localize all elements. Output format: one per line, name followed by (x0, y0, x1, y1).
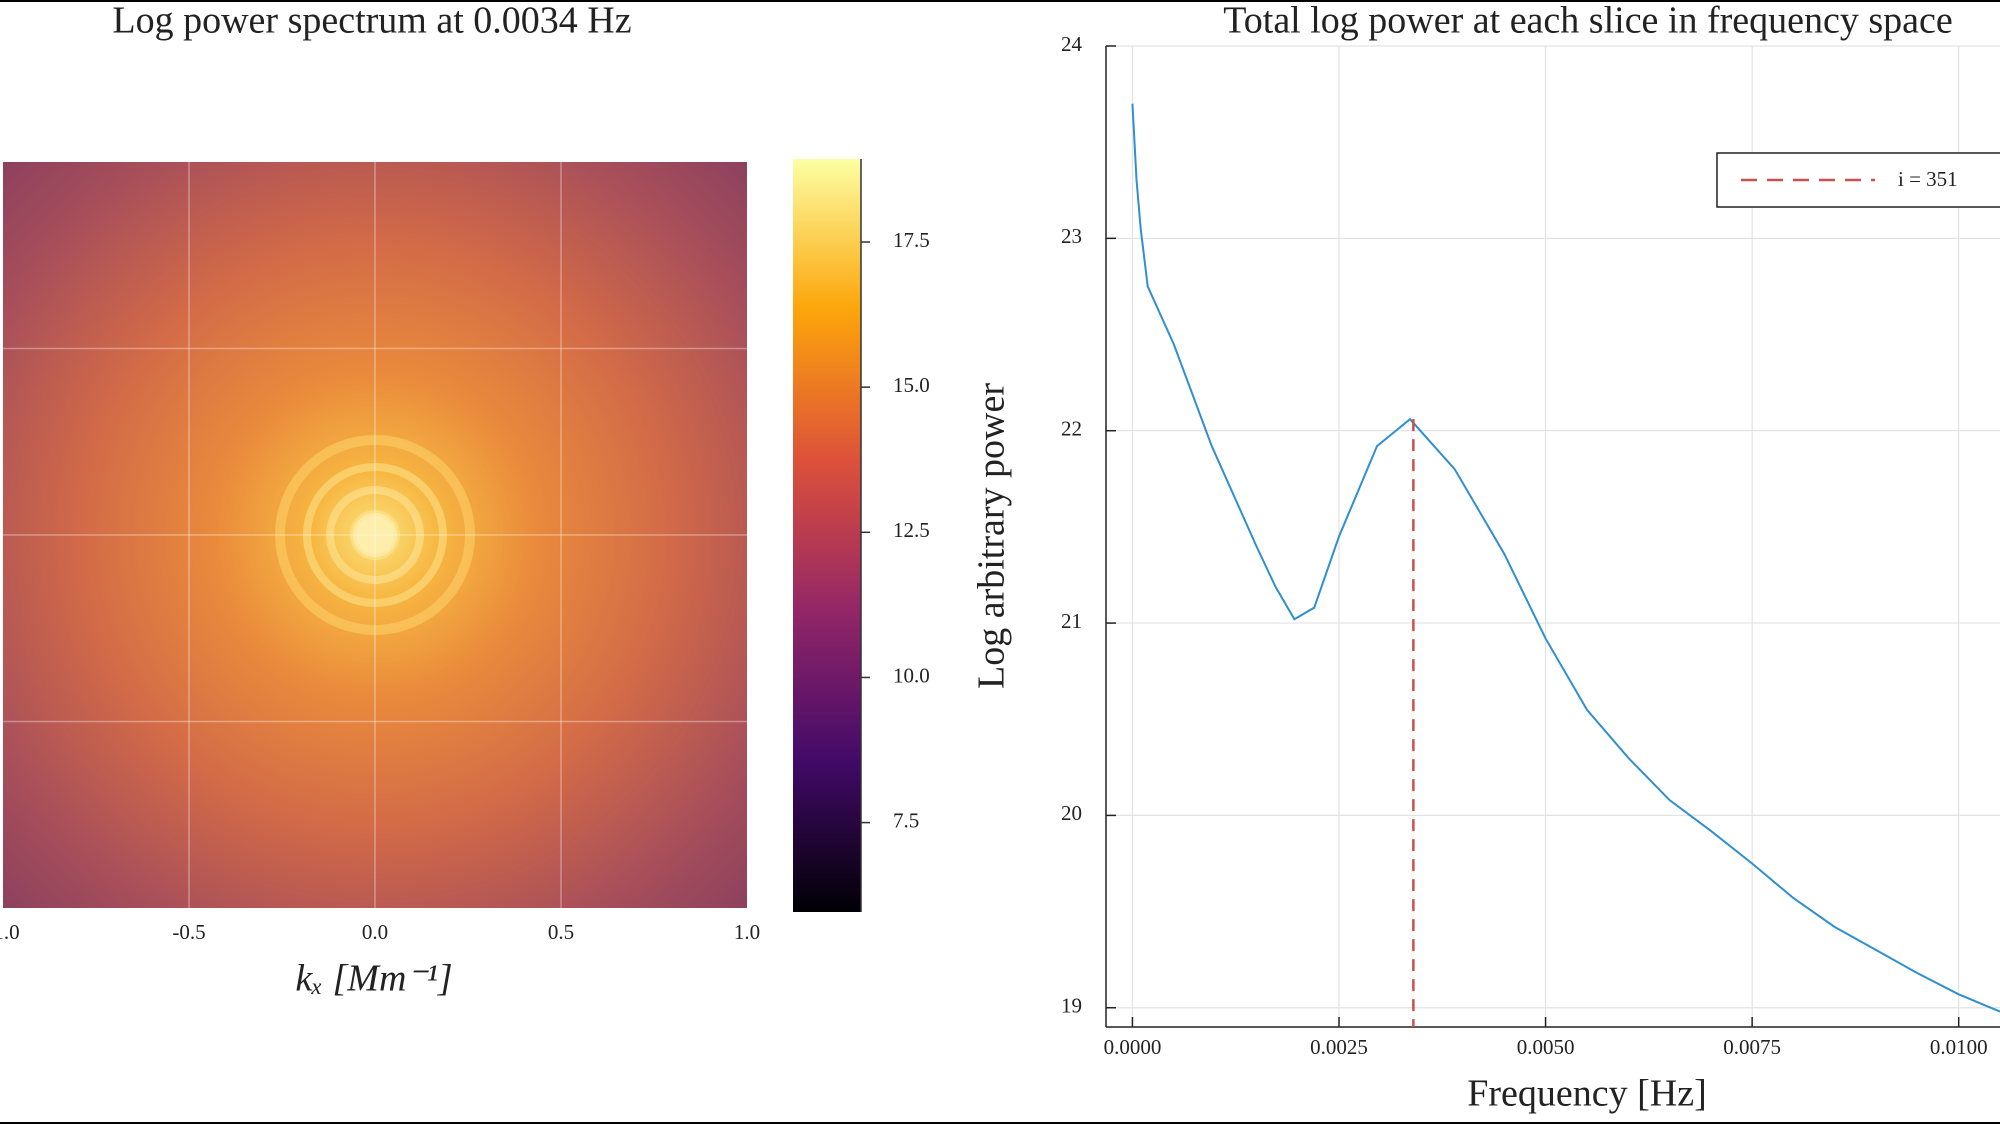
colorbar-tick-label: 7.5 (893, 808, 919, 832)
heatmap-rings (275, 435, 475, 635)
colorbar (793, 159, 861, 912)
chart-title: Log power spectrum at 0.0034 Hz (112, 0, 631, 42)
y-axis-label: Log arbitrary power (971, 383, 1013, 689)
data-line (1131, 103, 2000, 1013)
x-tick-label: 0.0050 (1517, 1035, 1575, 1059)
y-tick-label: 22 (1061, 417, 1082, 441)
x-tick-label: 0.0 (362, 920, 388, 944)
x-tick-label: 0.0100 (1930, 1035, 1988, 1059)
y-tick-label: 20 (1061, 801, 1082, 825)
x-axis-label: kₓ [Mm⁻¹] (295, 958, 452, 1000)
x-tick-label: 0.0075 (1723, 1035, 1781, 1059)
x-tick-label: 1.0 (734, 920, 760, 944)
x-tick-label: 0.5 (548, 920, 574, 944)
colorbar-tick-label: 17.5 (893, 228, 930, 252)
colorbar-tick-label: 10.0 (893, 663, 930, 687)
x-tick-label: 0.0025 (1310, 1035, 1368, 1059)
legend-label: i = 351 (1898, 167, 1958, 191)
chart-title: Total log power at each slice in frequen… (1223, 0, 1953, 42)
x-tick-label: -0.5 (172, 920, 205, 944)
x-axis-label: Frequency [Hz] (1467, 1073, 1707, 1115)
x-tick-label: -1.0 (0, 920, 20, 944)
x-tick-label: 0.0000 (1104, 1035, 1162, 1059)
colorbar-tick-label: 12.5 (893, 518, 930, 542)
y-tick-label: 24 (1061, 32, 1083, 56)
legend: i = 351 (1716, 152, 2000, 208)
y-tick-label: 19 (1061, 994, 1082, 1018)
colorbar-tick-label: 15.0 (893, 373, 930, 397)
y-tick-label: 23 (1061, 224, 1082, 248)
y-tick-label: 21 (1061, 609, 1082, 633)
